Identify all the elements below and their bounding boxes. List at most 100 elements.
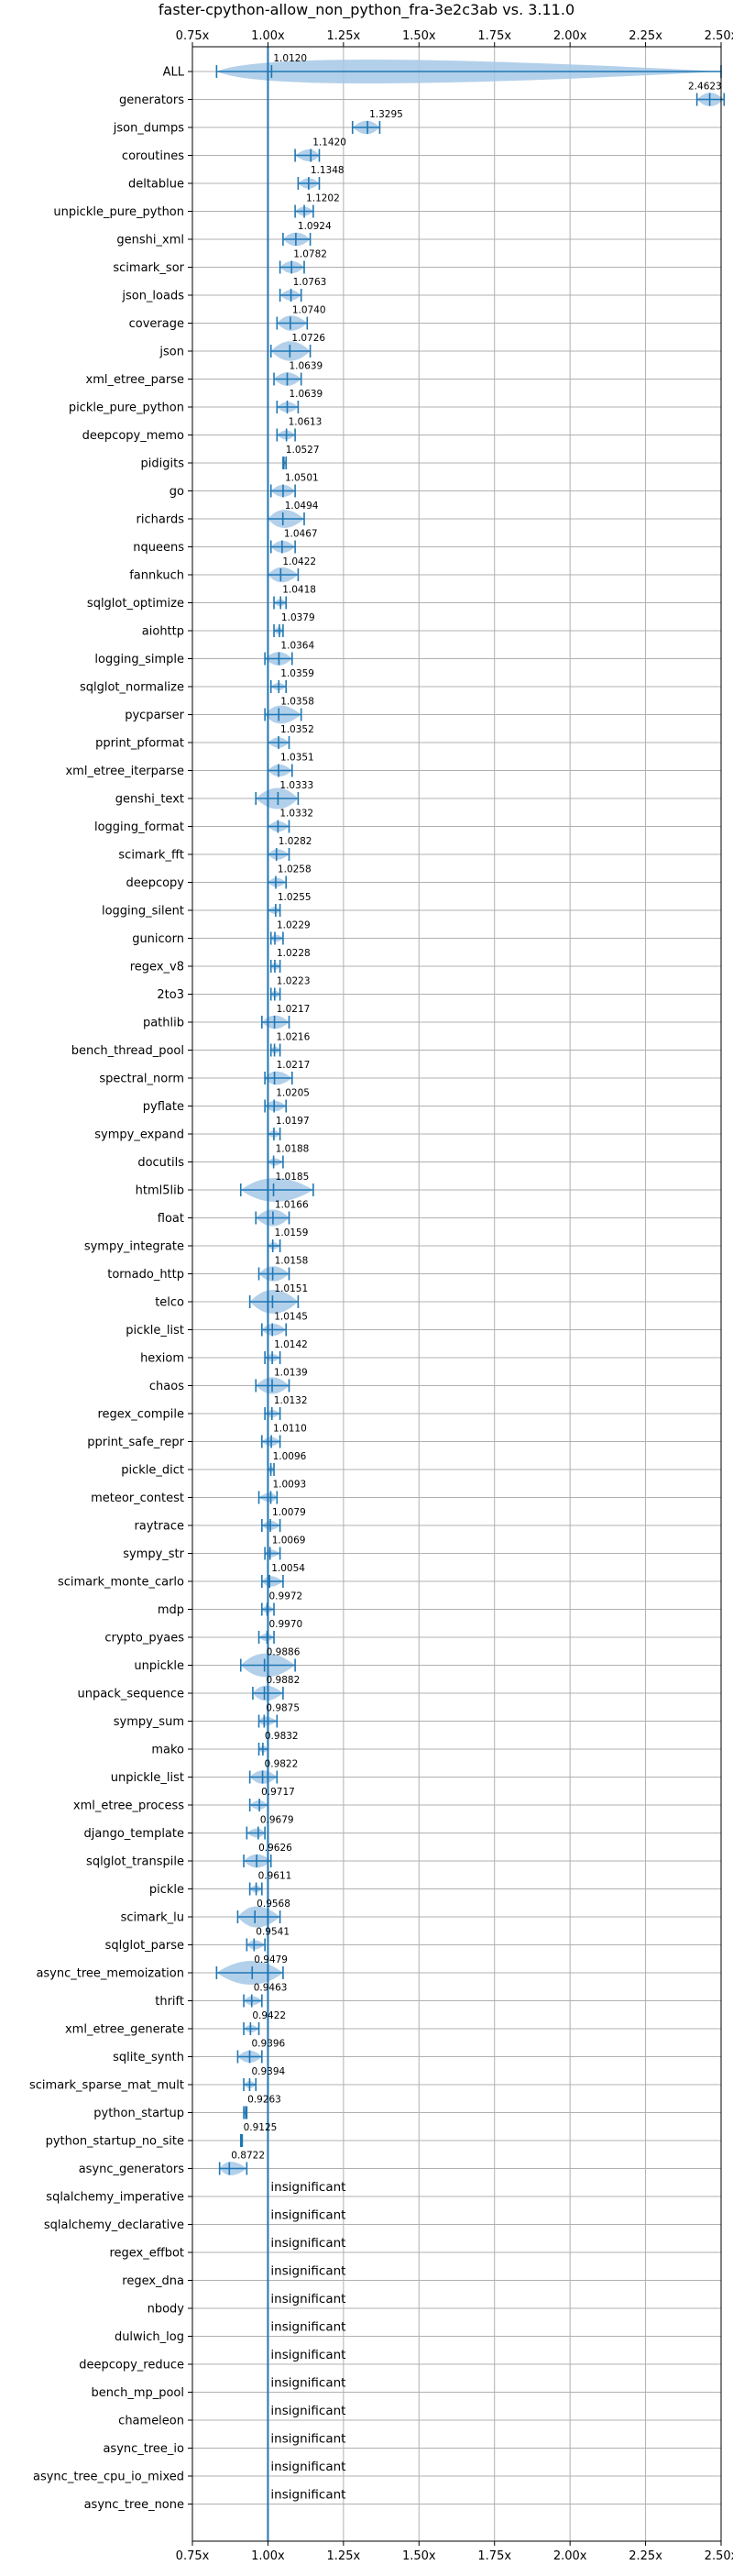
category-label: hexiom (140, 1352, 184, 1366)
category-label: python_startup (93, 2107, 184, 2120)
category-label: sympy_sum (114, 1715, 184, 1729)
x-tick-label-bottom: 2.25x (629, 2549, 662, 2563)
category-label: regex_effbot (109, 2247, 184, 2261)
x-tick-label-bottom: 2.00x (553, 2549, 587, 2563)
category-label: deltablue (128, 178, 184, 192)
x-tick-label-top: 1.75x (477, 29, 511, 43)
category-label: mako (151, 1744, 184, 1757)
category-label: deepcopy_reduce (79, 2359, 184, 2372)
category-label: pycparser (125, 709, 184, 722)
category-label: sympy_str (123, 1547, 184, 1561)
category-label: crypto_pyaes (104, 1632, 184, 1646)
category-label: async_tree_cpu_io_mixed (33, 2471, 184, 2484)
insignificant-label: insignificant (270, 2432, 345, 2447)
category-label: json (159, 346, 184, 359)
category-label: regex_dna (122, 2274, 184, 2288)
value-label: 1.0132 (274, 1395, 308, 1406)
value-label: 1.0120 (273, 53, 307, 64)
category-label: xml_etree_iterparse (65, 765, 184, 778)
category-label: xml_etree_generate (65, 2023, 184, 2037)
x-tick-label-top: 2.50x (705, 29, 733, 43)
value-label: 1.0096 (273, 1451, 307, 1462)
value-label: 1.0205 (276, 1088, 310, 1099)
category-label: unpickle_list (111, 1771, 184, 1785)
insignificant-label: insignificant (270, 2292, 345, 2306)
category-label: pprint_pformat (95, 737, 184, 751)
value-label: 1.0142 (274, 1339, 308, 1350)
value-label: 1.0229 (277, 920, 311, 931)
x-tick-label-bottom: 1.50x (402, 2549, 436, 2563)
category-label: async_tree_io (103, 2442, 184, 2456)
x-tick-label-bottom: 1.75x (477, 2549, 511, 2563)
value-label: 1.1348 (311, 165, 345, 176)
value-label: 0.9717 (261, 1787, 295, 1798)
value-label: 1.0613 (289, 417, 323, 428)
category-label: sympy_expand (94, 1128, 184, 1142)
value-label: 0.9832 (265, 1731, 299, 1742)
category-label: logging_simple (94, 653, 184, 666)
x-tick-label-top: 2.00x (553, 29, 587, 43)
value-label: 1.1202 (306, 193, 340, 204)
category-label: deepcopy (126, 876, 184, 890)
category-label: sqlglot_normalize (80, 681, 184, 695)
category-label: go (170, 485, 184, 499)
value-label: 0.9886 (267, 1647, 301, 1658)
category-label: 2to3 (157, 988, 184, 1002)
category-label: nbody (148, 2303, 185, 2317)
value-label: 1.0079 (272, 1507, 306, 1518)
category-label: sympy_integrate (84, 1240, 184, 1254)
value-label: 1.0527 (286, 445, 320, 456)
insignificant-label: insignificant (270, 2180, 345, 2195)
category-label: ALL (163, 66, 185, 80)
value-label: 1.0418 (282, 585, 316, 596)
value-label: 1.0782 (293, 249, 327, 260)
category-label: xml_etree_parse (86, 373, 184, 387)
value-label: 1.0639 (289, 389, 323, 400)
value-label: 1.0924 (298, 221, 332, 232)
value-label: 1.0158 (275, 1256, 309, 1267)
value-label: 1.0110 (273, 1424, 307, 1435)
category-label: unpickle (134, 1659, 184, 1673)
insignificant-label: insignificant (270, 2208, 345, 2223)
value-label: 1.0352 (280, 724, 314, 735)
value-label: 1.0197 (276, 1116, 310, 1127)
value-label: 0.9611 (258, 1871, 292, 1882)
value-label: 0.9875 (266, 1703, 300, 1714)
x-tick-label-top: 1.25x (327, 29, 361, 43)
value-label: 1.0422 (282, 556, 316, 567)
value-label: 1.0159 (275, 1227, 309, 1238)
x-tick-label-top: 1.00x (251, 29, 285, 43)
value-label: 1.0332 (279, 809, 313, 820)
x-tick-label-top: 2.25x (629, 29, 662, 43)
axis-layer: 0.75x 0.75x 1.00x 1.00x 1.25x 1.25x 1.50x 1.50x… (29, 29, 733, 2563)
value-label: 1.0359 (280, 668, 314, 679)
category-label: scimark_sparse_mat_mult (29, 2079, 184, 2093)
value-label: 1.0494 (285, 501, 319, 512)
value-label: 1.0166 (275, 1200, 309, 1211)
value-label: 0.9422 (252, 2010, 286, 2021)
category-label: sqlglot_optimize (87, 597, 184, 611)
value-label: 0.9396 (252, 2039, 286, 2050)
value-label: 1.0188 (276, 1144, 310, 1155)
category-label: coverage (129, 317, 184, 331)
category-label: spectral_norm (99, 1073, 184, 1086)
label-layer: 1.0120 2.4623 1.3295 1.1420 1.1348 1.1202 1.09… (231, 53, 721, 2503)
category-label: async_tree_memoization (36, 1967, 184, 1981)
insignificant-label: insignificant (270, 2348, 345, 2362)
category-label: pyflate (143, 1100, 184, 1114)
value-label: 0.8722 (231, 2151, 265, 2162)
category-label: json_dumps (113, 122, 184, 136)
category-label: sqlglot_transpile (86, 1855, 184, 1869)
value-label: 1.0139 (274, 1368, 308, 1379)
x-tick-label-bottom: 1.25x (327, 2549, 361, 2563)
value-label: 0.9626 (258, 1843, 292, 1854)
category-label: sqlite_synth (113, 2051, 184, 2064)
category-label: nqueens (133, 541, 184, 555)
category-label: unpack_sequence (77, 1688, 184, 1701)
value-label: 1.0364 (280, 641, 314, 652)
value-label: 0.9679 (260, 1815, 294, 1826)
category-label: thrift (155, 1995, 184, 2009)
category-label: regex_compile (97, 1408, 184, 1422)
category-label: genshi_text (115, 793, 184, 807)
value-label: 1.0379 (281, 612, 315, 623)
